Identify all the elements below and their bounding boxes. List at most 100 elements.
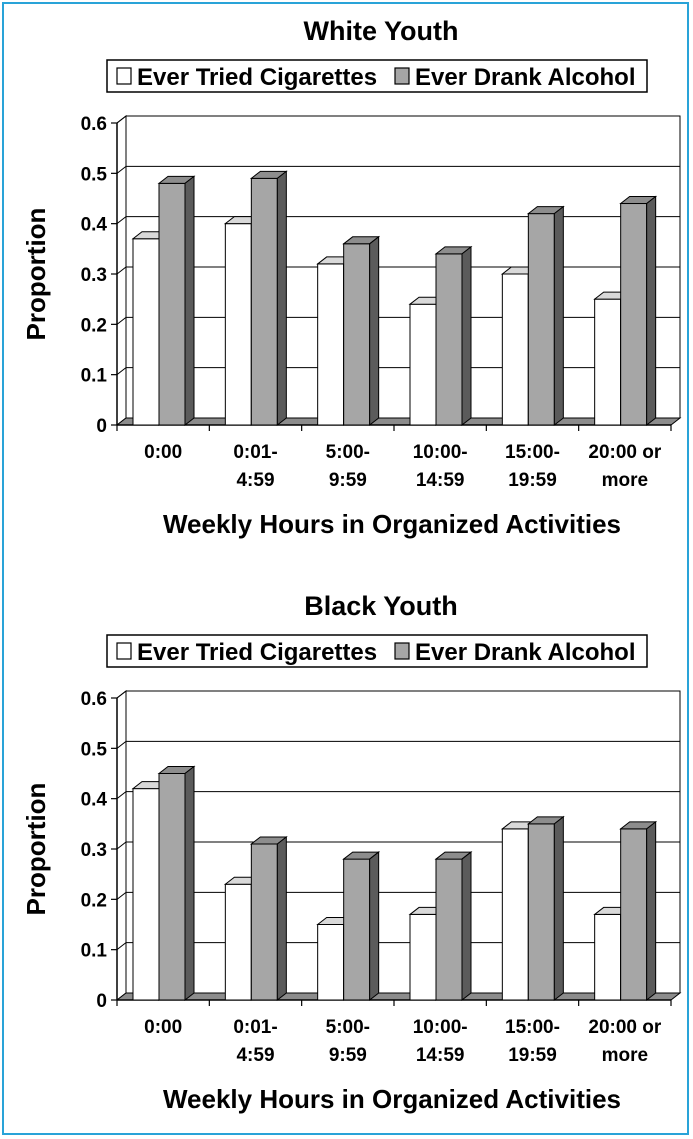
gridline [116,791,680,800]
bar-front [620,828,648,1001]
bar-front [435,858,463,1001]
x-axis-title: Weekly Hours in Organized Activities [163,509,621,539]
y-tick-label: 0.6 [81,689,107,710]
x-tick-label: 15:00- [505,442,560,463]
bar-side [646,195,657,427]
x-tick-label: 20:00 or [588,442,661,463]
legend-label: Ever Tried Cigarettes [137,639,377,666]
bar-front [343,243,371,426]
gridline [116,367,680,376]
bar [526,815,565,1002]
bar-front [224,883,252,1001]
bar-front [527,823,555,1001]
x-tick-label: 0:01- [233,442,277,463]
y-tick-label: 0.1 [81,941,108,962]
bar-front [594,913,622,1001]
y-tick-label: 0.1 [81,366,108,387]
bar-side [369,851,380,1002]
bar-front [409,303,437,426]
legend: Ever Tried Cigarettes Ever Drank Alcohol [106,634,648,668]
chart-2: Black Youth Ever Tried Cigarettes Ever Dra… [21,591,682,1114]
x-tick-label: 10:00- [413,442,468,463]
bar [619,820,658,1002]
x-tick-label: more [602,1045,648,1066]
x-tick-label: 10:00- [413,1017,468,1038]
x-tick-label: 5:00- [326,1017,370,1038]
x-tick-label: 0:00 [144,1017,182,1038]
y-axis-title: Proportion [21,783,51,916]
legend-label: Ever Drank Alcohol [415,64,636,91]
bar-front [132,788,160,1001]
bar-side [276,835,287,1002]
bar-front [250,177,278,426]
y-tick-label: 0 [96,991,107,1012]
gridline [116,266,680,275]
x-tick-label: 14:59 [416,1045,465,1066]
legend-swatch [394,67,410,85]
bar-front [620,203,648,426]
bar [249,835,288,1002]
bar-side [461,245,472,427]
bar-front [224,223,252,426]
gridline [116,316,680,325]
bar [619,195,658,427]
x-tick-label: 15:00- [505,1017,560,1038]
bar-side [369,235,380,427]
x-axis-title: Weekly Hours in Organized Activities [163,1084,621,1114]
x-tick-label: 0:01- [233,1017,277,1038]
bar-side [276,170,287,427]
x-tick-label: 19:59 [508,1045,557,1066]
bar-front [317,263,345,426]
y-tick-label: 0.5 [81,739,108,760]
chart-title: Black Youth [304,591,458,621]
bar-side [184,175,195,427]
gridline [116,891,680,900]
y-tick-label: 0.3 [81,265,107,286]
gridline [116,740,680,749]
bar-side [553,205,564,427]
bar-front [132,238,160,426]
y-tick-label: 0.5 [81,164,108,185]
x-tick-label: 20:00 or [588,1017,661,1038]
gridline [116,216,680,225]
legend-swatch [394,642,410,660]
legend-label: Ever Tried Cigarettes [137,64,377,91]
bar [157,175,196,427]
bar [157,765,196,1002]
bar-front [594,298,622,426]
gridline [116,841,680,850]
bar [342,851,381,1002]
bar-front [317,924,345,1001]
gridline [116,115,680,124]
gridline [116,690,680,699]
chart-1: White Youth Ever Tried Cigarettes Ever Dra… [21,16,682,539]
y-tick-label: 0.2 [81,890,107,911]
bar-side [553,815,564,1002]
bar [434,245,473,427]
y-tick-label: 0.6 [81,114,107,135]
y-tick-label: 0.4 [81,215,108,236]
bar [249,170,288,427]
y-tick-label: 0.3 [81,840,107,861]
bar [434,851,473,1002]
bar-front [250,843,278,1001]
x-tick-label: 4:59 [236,470,274,491]
bar-front [501,828,529,1001]
x-tick-label: 9:59 [329,1045,367,1066]
x-tick-label: 14:59 [416,470,465,491]
x-tick-label: 0:00 [144,442,182,463]
gridline [116,165,680,174]
x-tick-label: more [602,470,648,491]
bar-front [158,182,186,426]
y-tick-label: 0 [96,416,107,437]
bar [526,205,565,427]
legend-label: Ever Drank Alcohol [415,639,636,666]
gridline [116,942,680,951]
y-tick-label: 0.2 [81,315,107,336]
legend-box [106,634,648,668]
legend-swatch [116,642,132,660]
x-tick-label: 5:00- [326,442,370,463]
legend-swatch [116,67,132,85]
